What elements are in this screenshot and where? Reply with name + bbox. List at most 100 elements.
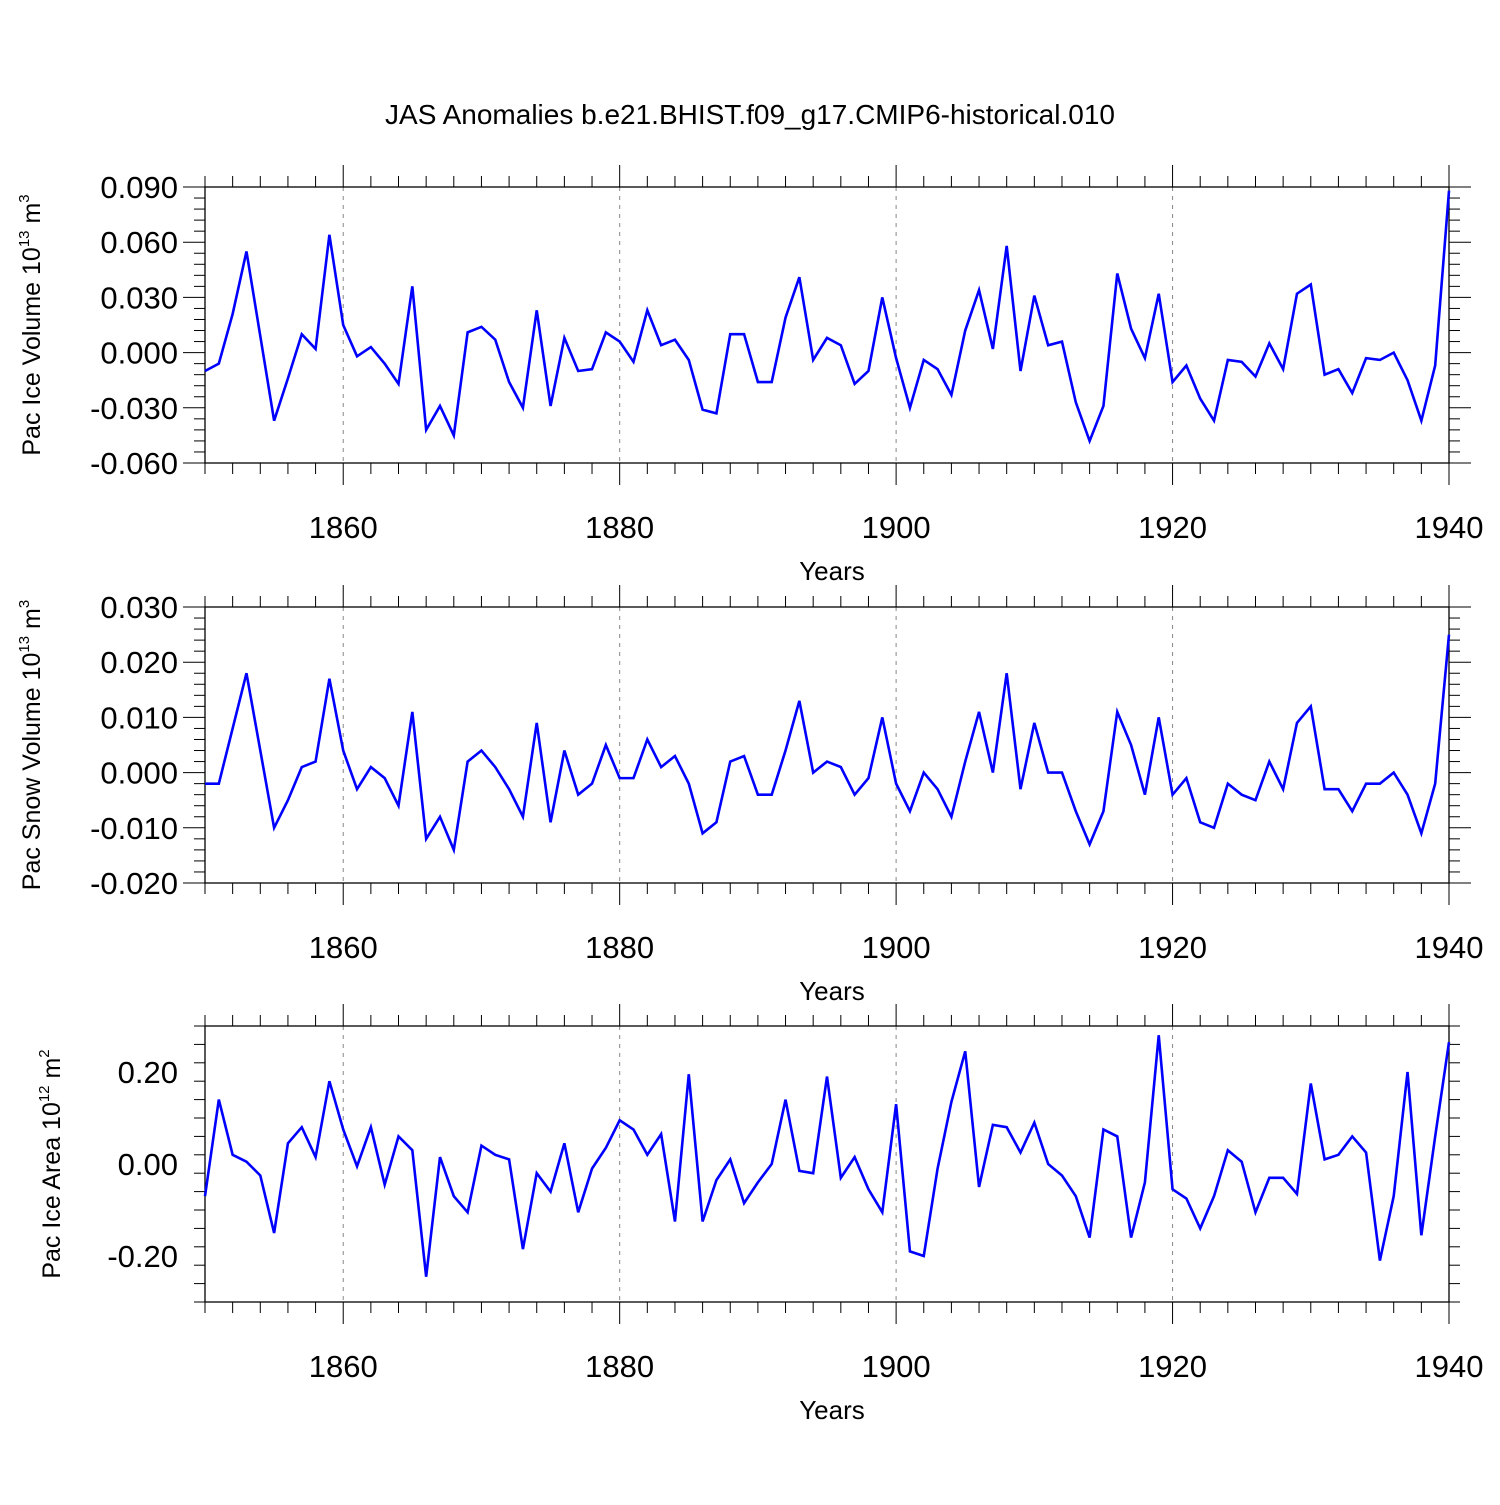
- plot-frame: [204, 186, 1450, 464]
- data-point: [715, 821, 717, 823]
- data-point: [978, 711, 980, 713]
- data-point: [1337, 788, 1339, 790]
- data-point: [1282, 788, 1284, 790]
- data-point: [743, 333, 745, 335]
- y-axis-title-main: Pac Ice Volume 10: [18, 247, 46, 455]
- data-point: [466, 331, 468, 333]
- data-point: [1199, 1227, 1201, 1229]
- data-point: [1019, 1151, 1021, 1153]
- data-point: [259, 1174, 261, 1176]
- data-point: [383, 1184, 385, 1186]
- data-point: [1116, 1135, 1118, 1137]
- data-point: [1102, 810, 1104, 812]
- data-point: [1282, 1177, 1284, 1179]
- data-point: [729, 333, 731, 335]
- data-point: [245, 250, 247, 252]
- x-tick-label: 1900: [862, 930, 931, 965]
- data-point: [204, 782, 206, 784]
- data-point: [688, 1073, 690, 1075]
- x-axis-title: Years: [799, 556, 865, 586]
- data-point: [577, 1211, 579, 1213]
- data-point: [1365, 782, 1367, 784]
- data-point: [314, 1156, 316, 1158]
- data-point: [909, 810, 911, 812]
- data-point: [867, 1188, 869, 1190]
- data-point: [494, 339, 496, 341]
- series-line-pac-snow-volume: [205, 634, 1451, 855]
- data-point: [936, 788, 938, 790]
- data-point: [618, 777, 620, 779]
- data-point: [1337, 368, 1339, 370]
- data-point: [646, 309, 648, 311]
- data-point: [1227, 782, 1229, 784]
- data-point: [992, 348, 994, 350]
- y-axis-title-unit-exponent: 2: [36, 1049, 53, 1057]
- x-tick-label: 1920: [1138, 930, 1207, 965]
- data-point: [1033, 294, 1035, 296]
- data-point: [978, 289, 980, 291]
- y-tick-label: -0.010: [90, 811, 178, 846]
- data-point: [328, 1080, 330, 1082]
- data-point: [950, 1101, 952, 1103]
- data-point: [383, 362, 385, 364]
- data-point: [577, 793, 579, 795]
- data-point: [508, 1158, 510, 1160]
- data-point: [618, 1119, 620, 1121]
- data-point: [342, 324, 344, 326]
- x-tick-label: 1920: [1138, 1349, 1207, 1384]
- data-point: [273, 1232, 275, 1234]
- data-point: [674, 339, 676, 341]
- data-point: [591, 368, 593, 370]
- data-point: [1185, 777, 1187, 779]
- data-point: [798, 1170, 800, 1172]
- data-point: [453, 1195, 455, 1197]
- data-point: [494, 766, 496, 768]
- data-point: [784, 316, 786, 318]
- chart-panel-pac-ice-area: 1860 1880 1900 1920 1940 Years -0.20 0.00 0.20 Pa…: [36, 1004, 1483, 1425]
- data-point: [853, 793, 855, 795]
- data-point: [1102, 405, 1104, 407]
- data-point: [1254, 1211, 1256, 1213]
- y-tick-label: 0.090: [100, 170, 178, 205]
- y-tick-label: 0.000: [100, 756, 178, 791]
- data-point: [1365, 357, 1367, 359]
- y-axis-title: Pac Ice Area 1012 m2: [36, 1049, 66, 1278]
- data-point: [757, 1181, 759, 1183]
- data-point: [757, 381, 759, 383]
- data-point: [370, 346, 372, 348]
- data-point: [909, 1250, 911, 1252]
- data-point: [743, 1202, 745, 1204]
- x-axis-title: Years: [799, 976, 865, 1006]
- data-point: [771, 793, 773, 795]
- data-point: [978, 1186, 980, 1188]
- x-tick-label: 1860: [309, 1349, 378, 1384]
- data-point: [1323, 788, 1325, 790]
- data-point: [840, 344, 842, 346]
- data-point: [826, 760, 828, 762]
- data-point: [1144, 357, 1146, 359]
- data-point: [1448, 633, 1450, 635]
- data-point: [287, 377, 289, 379]
- data-point: [1448, 1041, 1450, 1043]
- data-point: [1116, 272, 1118, 274]
- data-point: [950, 816, 952, 818]
- data-point: [536, 309, 538, 311]
- data-point: [729, 760, 731, 762]
- data-point: [632, 361, 634, 363]
- y-axis-title-unit-exponent: 3: [16, 600, 33, 608]
- y-tick-label: 0.030: [100, 590, 178, 625]
- data-point: [1171, 793, 1173, 795]
- data-point: [1434, 364, 1436, 366]
- x-tick-label: 1920: [1138, 510, 1207, 545]
- data-point: [1420, 832, 1422, 834]
- y-axis-title-exponent: 13: [16, 636, 33, 653]
- y-tick-label: -0.020: [90, 866, 178, 901]
- data-point: [715, 412, 717, 414]
- y-axis-title-exponent: 12: [36, 1085, 53, 1102]
- data-point: [425, 1276, 427, 1278]
- data-point: [1075, 1195, 1077, 1197]
- data-point: [1254, 799, 1256, 801]
- data-point: [231, 313, 233, 315]
- data-point: [1351, 810, 1353, 812]
- data-point: [605, 1147, 607, 1149]
